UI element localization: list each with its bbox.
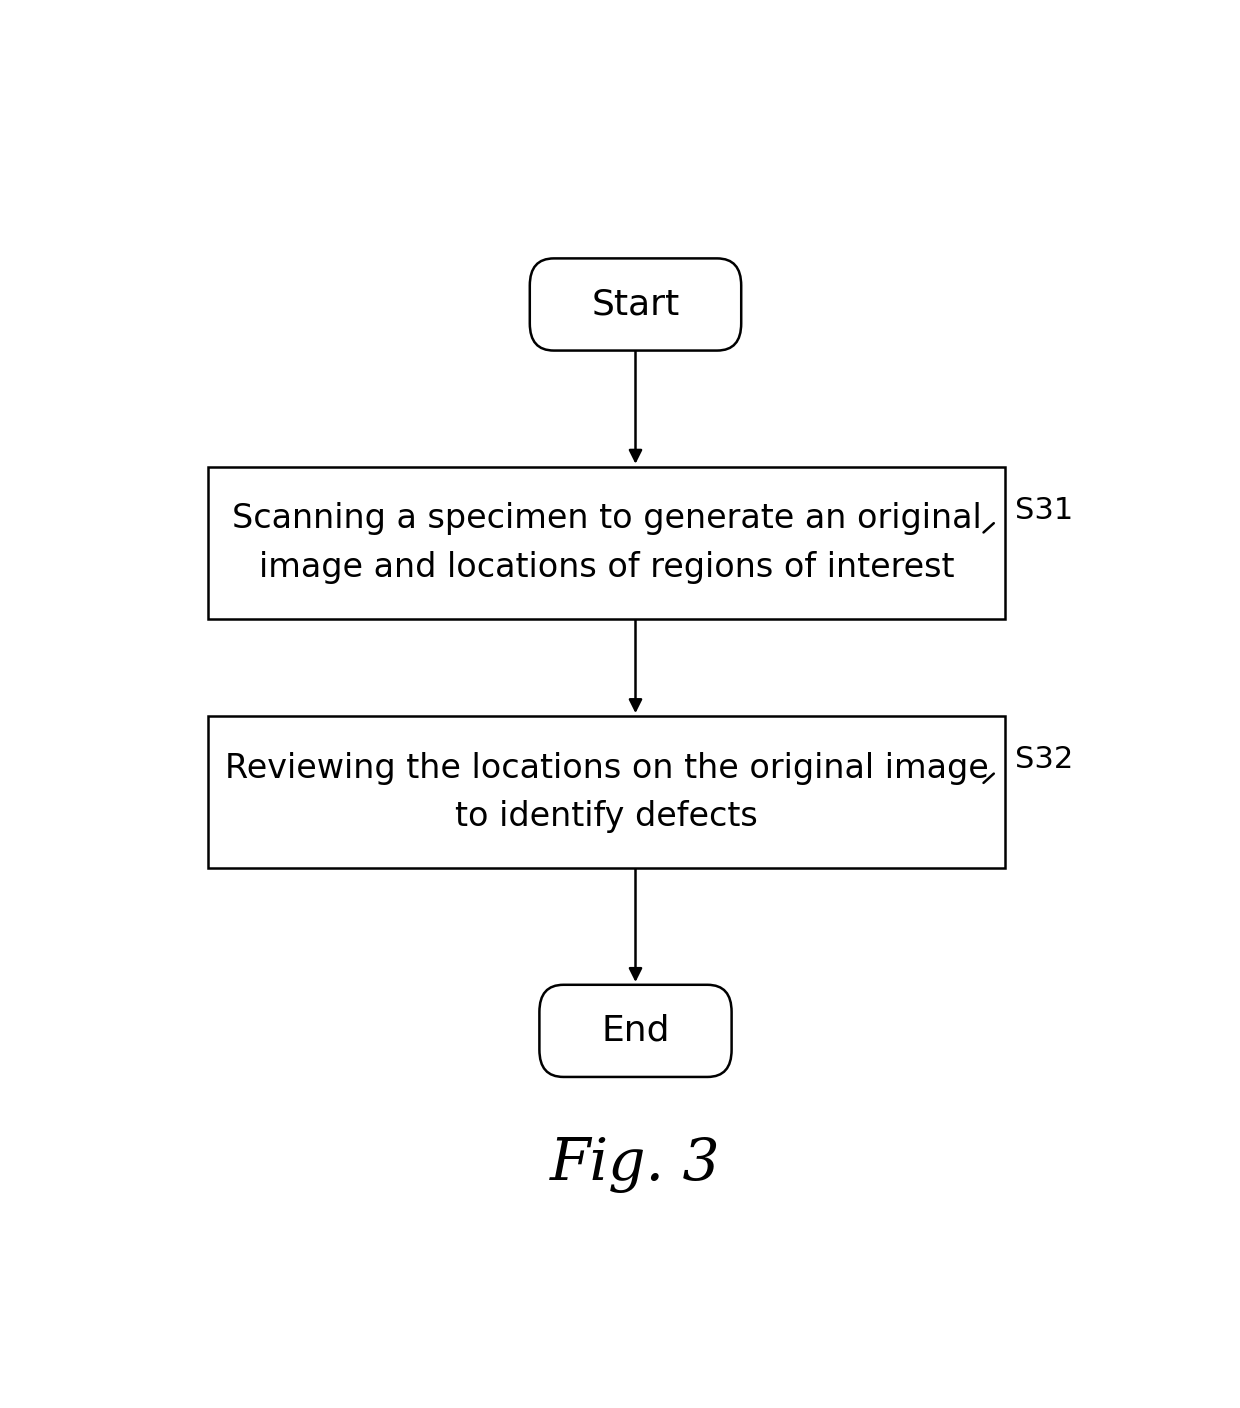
FancyBboxPatch shape [208, 467, 1006, 620]
Text: Reviewing the locations on the original image
to identify defects: Reviewing the locations on the original … [224, 752, 988, 834]
FancyBboxPatch shape [539, 984, 732, 1077]
Text: End: End [601, 1014, 670, 1048]
Text: Start: Start [591, 287, 680, 321]
FancyBboxPatch shape [529, 259, 742, 351]
Text: Fig. 3: Fig. 3 [551, 1138, 720, 1194]
Text: S32: S32 [1016, 745, 1074, 774]
FancyBboxPatch shape [208, 717, 1006, 869]
Text: Scanning a specimen to generate an original
image and locations of regions of in: Scanning a specimen to generate an origi… [232, 503, 982, 584]
Text: S31: S31 [1016, 496, 1074, 525]
